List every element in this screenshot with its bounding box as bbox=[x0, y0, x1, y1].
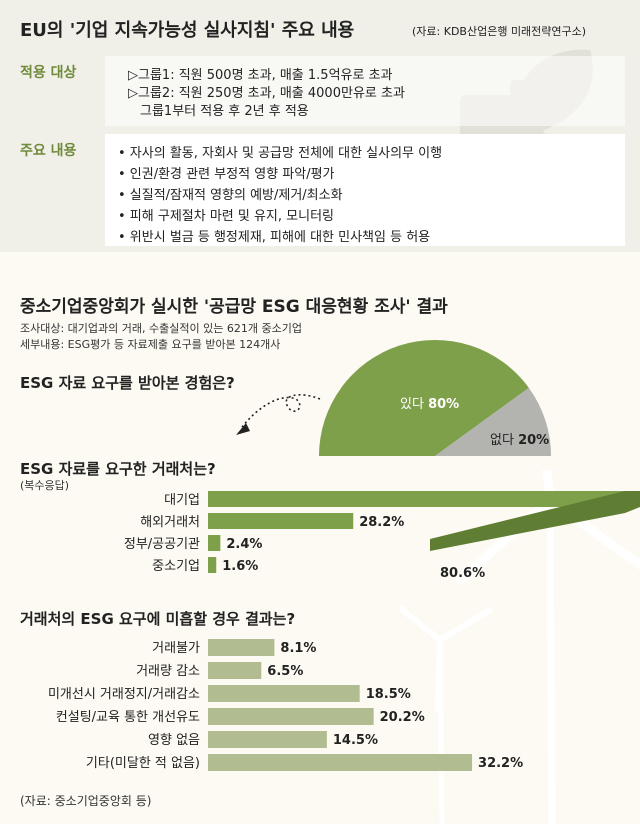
scope-box bbox=[105, 56, 625, 126]
bar1-bar bbox=[208, 557, 217, 573]
content-box bbox=[105, 134, 625, 246]
bar1-category-label: 정부/공공기관 bbox=[124, 537, 200, 552]
survey-target: 조사대상: 대기업과의 거래, 수출실적이 있는 621개 중소기업 bbox=[20, 322, 302, 335]
content-line-2: • 인권/환경 관련 부정적 영향 파악/평가 bbox=[118, 167, 335, 182]
bar2-category-label: 거래불가 bbox=[152, 641, 200, 656]
survey-title: 중소기업중앙회가 실시한 '공급망 ESG 대응현황 조사' 결과 bbox=[20, 297, 448, 317]
pie-label-1: 없다 20% bbox=[490, 433, 549, 448]
scope-line-2: ▷그룹2: 직원 250명 초과, 매출 4000만유로 초과 bbox=[128, 86, 405, 101]
bar2-bar bbox=[208, 708, 374, 725]
content-line-3: • 실질적/잠재적 영향의 예방/제거/최소화 bbox=[118, 188, 343, 203]
bar1-bar bbox=[208, 535, 221, 551]
content-label: 주요 내용 bbox=[20, 143, 77, 159]
pie-slice-1 bbox=[435, 387, 551, 456]
bar2-category-label: 기타(미달한 적 없음) bbox=[86, 756, 200, 771]
bar2-bar bbox=[208, 639, 275, 656]
bar1-bar bbox=[208, 513, 354, 529]
bar2-value-label: 32.2% bbox=[478, 756, 523, 771]
bar2-bar bbox=[208, 662, 262, 679]
bar2-value-label: 14.5% bbox=[333, 733, 378, 748]
bar1-question: ESG 자료를 요구한 거래처는? bbox=[20, 460, 216, 478]
scope-line-1: ▷그룹1: 직원 500명 초과, 매출 1.5억유로 초과 bbox=[128, 68, 393, 83]
content-line-5: • 위반시 벌금 등 행정제재, 피해에 대한 민사책임 등 허용 bbox=[118, 230, 431, 245]
bar2-bar bbox=[208, 731, 327, 748]
footer-source: (자료: 중소기업중앙회 등) bbox=[20, 794, 152, 808]
pie-slice-0 bbox=[319, 340, 529, 456]
guideline-title: EU의 '기업 지속가능성 실사지침' 주요 내용 bbox=[20, 20, 355, 41]
bar2-bar bbox=[208, 685, 360, 702]
bar1-subtitle: (복수응답) bbox=[20, 479, 70, 492]
bar1-bar-fold bbox=[430, 491, 640, 551]
bar1-value-label: 80.6% bbox=[440, 566, 485, 581]
bar2-category-label: 거래량 감소 bbox=[136, 664, 200, 679]
bar1-category-label: 중소기업 bbox=[152, 559, 200, 574]
bar2-bar bbox=[208, 754, 473, 771]
guideline-source: (자료: KDB산업은행 미래전략연구소) bbox=[412, 25, 587, 38]
esg-consequence-bar-chart: 거래불가 8.1% 거래량 감소 6.5% 미개선시 거래정지/거래감소 18.5% 컨설팅… bbox=[48, 639, 523, 771]
pie-label-0: 있다 80% bbox=[400, 397, 459, 412]
survey-detail: 세부내용: ESG평가 등 자료제출 요구를 받아본 124개사 bbox=[20, 338, 281, 351]
scope-line-3: 그룹1부터 적용 후 2년 후 적용 bbox=[140, 104, 309, 119]
bar2-value-label: 8.1% bbox=[280, 641, 316, 656]
pie-question: ESG 자료 요구를 받아본 경험은? bbox=[20, 374, 235, 392]
content-line-4: • 피해 구제절차 마련 및 유지, 모니터링 bbox=[118, 209, 334, 224]
dotted-arrow-icon bbox=[236, 394, 321, 435]
bar2-value-label: 6.5% bbox=[267, 664, 303, 679]
bar1-category-label: 해외거래처 bbox=[140, 515, 200, 530]
esg-experience-pie-chart: 있다 80% 없다 20% bbox=[319, 340, 551, 456]
scope-label: 적용 대상 bbox=[20, 65, 77, 81]
bar2-category-label: 미개선시 거래정지/거래감소 bbox=[48, 687, 200, 702]
bar2-value-label: 20.2% bbox=[380, 710, 425, 725]
bar2-question: 거래처의 ESG 요구에 미흡할 경우 결과는? bbox=[20, 610, 296, 628]
bar2-value-label: 18.5% bbox=[366, 687, 411, 702]
bar1-value-label: 28.2% bbox=[359, 515, 404, 530]
bar2-category-label: 컨설팅/교육 통한 개선유도 bbox=[56, 710, 200, 725]
bar1-category-label: 대기업 bbox=[164, 493, 200, 508]
bar2-category-label: 영향 없음 bbox=[148, 733, 200, 748]
esg-requesters-bar-chart: 대기업 80.6% 해외거래처 28.2% 정부/공공기관 2.4% 중소기업 1.6% bbox=[124, 491, 640, 581]
bar1-bar bbox=[208, 491, 625, 507]
bar1-value-label: 2.4% bbox=[226, 537, 262, 552]
content-line-1: • 자사의 활동, 자회사 및 공급망 전체에 대한 실사의무 이행 bbox=[118, 146, 443, 161]
bar1-value-label: 1.6% bbox=[222, 559, 258, 574]
